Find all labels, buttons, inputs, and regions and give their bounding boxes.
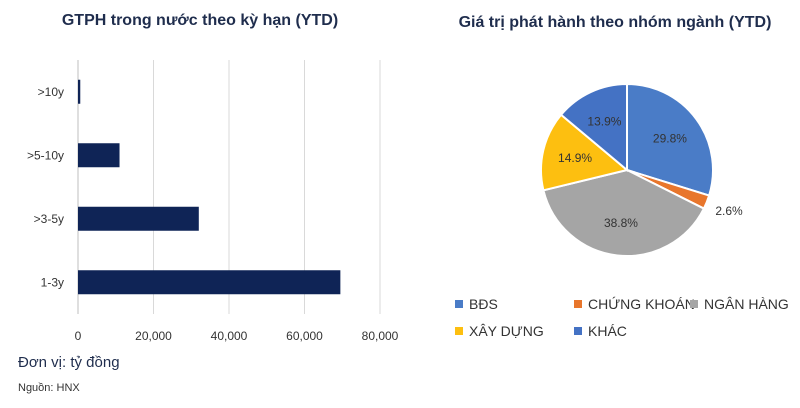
pie-slice	[542, 168, 706, 257]
legend-label-chung-khoan: CHỨNG KHOÁN	[588, 296, 695, 312]
bar	[78, 143, 120, 168]
y-tick-label: 1-3y	[41, 275, 64, 289]
legend-label-bds: BĐS	[469, 296, 498, 312]
pie-data-label: 13.9%	[587, 115, 621, 129]
y-tick-label: >5-10y	[27, 148, 64, 162]
legend-swatch-xay-dung	[455, 327, 463, 335]
unit-note: Đơn vị: tỷ đồng	[18, 354, 120, 371]
source-note: Nguồn: HNX	[18, 382, 80, 394]
pie-data-label: 14.9%	[558, 151, 592, 165]
pie-data-label: 29.8%	[653, 131, 687, 145]
legend-swatch-chung-khoan	[574, 300, 582, 308]
pie-chart-title: Giá trị phát hành theo nhóm ngành (YTD)	[458, 14, 772, 31]
x-tick-label: 40,000	[211, 329, 248, 343]
legend-item-khac: KHÁC	[574, 323, 627, 339]
pie-data-label: 2.6%	[715, 204, 743, 218]
x-tick-label: 80,000	[362, 329, 399, 343]
legend-item-xay-dung: XÂY DỰNG	[455, 323, 544, 339]
legend-item-chung-khoan: CHỨNG KHOÁN	[574, 296, 695, 312]
bar-chart: 0 20,000 40,000 60,000 80,000 >10y >5-10y >3-5y…	[27, 60, 399, 343]
pie-chart: 29.8% 2.6% 38.8% 14.9% 13.9%	[540, 82, 743, 257]
legend-item-bds: BĐS	[455, 296, 498, 312]
x-tick-label: 60,000	[286, 329, 323, 343]
legend-label-xay-dung: XÂY DỰNG	[469, 323, 544, 339]
x-tick-label: 0	[75, 329, 82, 343]
bar-chart-title: GTPH trong nước theo kỳ hạn (YTD)	[61, 12, 339, 29]
legend-swatch-bds	[455, 300, 463, 308]
pie-data-label: 38.8%	[604, 216, 638, 230]
pie-slice	[540, 113, 630, 192]
x-tick-label: 20,000	[135, 329, 172, 343]
legend-item-ngan-hang: NGÂN HÀNG	[690, 296, 789, 312]
y-tick-label: >10y	[38, 85, 64, 99]
legend-label-khac: KHÁC	[588, 323, 627, 339]
bar	[78, 270, 341, 295]
bar	[78, 79, 81, 104]
pie-slice	[626, 82, 714, 197]
legend-swatch-khac	[574, 327, 582, 335]
y-tick-label: >3-5y	[34, 212, 64, 226]
legend-label-ngan-hang: NGÂN HÀNG	[704, 296, 789, 312]
bar	[78, 206, 199, 231]
pie-slice	[559, 82, 628, 173]
legend-swatch-ngan-hang	[690, 300, 698, 308]
